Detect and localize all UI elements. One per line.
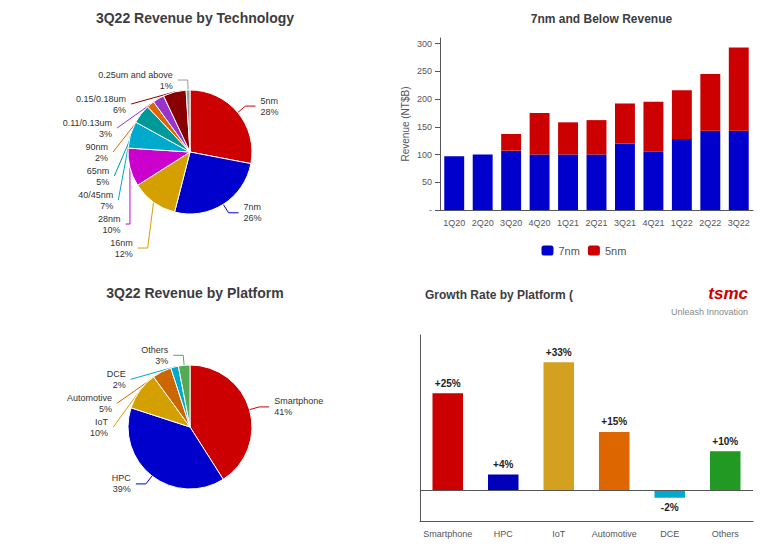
svg-text:40/45nm: 40/45nm (78, 190, 113, 200)
svg-text:5%: 5% (96, 177, 109, 187)
svg-text:-: - (429, 205, 432, 215)
svg-text:7nm: 7nm (244, 202, 262, 212)
svg-text:3%: 3% (155, 356, 168, 366)
svg-text:Others: Others (141, 345, 169, 355)
svg-text:Unleash Innovation: Unleash Innovation (671, 307, 748, 317)
svg-text:Smartphone: Smartphone (274, 396, 323, 406)
svg-text:150: 150 (417, 122, 432, 132)
svg-text:1Q20: 1Q20 (443, 218, 465, 228)
svg-text:3Q22 Revenue by Technology: 3Q22 Revenue by Technology (96, 10, 294, 26)
svg-text:250: 250 (417, 66, 432, 76)
svg-text:10%: 10% (90, 428, 108, 438)
svg-text:10%: 10% (103, 225, 121, 235)
svg-text:Revenue (NT$B): Revenue (NT$B) (400, 86, 411, 161)
svg-text:Others: Others (712, 529, 740, 539)
svg-text:12%: 12% (115, 249, 133, 259)
svg-text:Smartphone: Smartphone (423, 529, 472, 539)
svg-text:Automotive: Automotive (67, 393, 112, 403)
svg-text:7nm and Below Revenue: 7nm and Below Revenue (531, 12, 673, 26)
svg-text:26%: 26% (244, 213, 262, 223)
svg-text:90nm: 90nm (85, 142, 108, 152)
svg-text:DCE: DCE (660, 529, 679, 539)
svg-text:5nm: 5nm (260, 96, 278, 106)
svg-text:4Q20: 4Q20 (529, 218, 551, 228)
svg-text:3Q22: 3Q22 (728, 218, 750, 228)
svg-text:1Q22: 1Q22 (671, 218, 693, 228)
svg-text:16nm: 16nm (110, 238, 133, 248)
svg-text:100: 100 (417, 150, 432, 160)
svg-text:HPC: HPC (112, 473, 132, 483)
svg-text:7%: 7% (100, 201, 113, 211)
svg-text:+25%: +25% (435, 378, 461, 389)
svg-text:Growth Rate by Platform (: Growth Rate by Platform ( (425, 288, 573, 302)
svg-text:28%: 28% (260, 107, 278, 117)
svg-text:tsmc: tsmc (708, 284, 748, 303)
svg-text:7nm: 7nm (559, 245, 580, 257)
svg-text:300: 300 (417, 39, 432, 49)
svg-text:+15%: +15% (601, 416, 627, 427)
svg-text:50: 50 (422, 177, 432, 187)
svg-text:6%: 6% (113, 105, 126, 115)
svg-text:+4%: +4% (493, 459, 513, 470)
svg-text:2Q20: 2Q20 (472, 218, 494, 228)
svg-text:HPC: HPC (494, 529, 514, 539)
svg-text:3%: 3% (99, 129, 112, 139)
svg-text:41%: 41% (274, 407, 292, 417)
svg-text:0.25um and above: 0.25um and above (98, 70, 173, 80)
svg-text:0.15/0.18um: 0.15/0.18um (76, 94, 126, 104)
svg-text:-2%: -2% (661, 502, 679, 513)
svg-text:IoT: IoT (552, 529, 566, 539)
svg-text:1Q21: 1Q21 (557, 218, 579, 228)
svg-text:3Q22 Revenue by Platform: 3Q22 Revenue by Platform (106, 285, 283, 301)
svg-text:2%: 2% (113, 380, 126, 390)
svg-text:2Q22: 2Q22 (699, 218, 721, 228)
svg-text:3Q20: 3Q20 (500, 218, 522, 228)
svg-text:2%: 2% (95, 153, 108, 163)
svg-text:+10%: +10% (712, 436, 738, 447)
svg-text:DCE: DCE (107, 369, 126, 379)
svg-text:5nm: 5nm (605, 245, 626, 257)
svg-text:39%: 39% (113, 484, 131, 494)
svg-text:4Q21: 4Q21 (642, 218, 664, 228)
svg-text:200: 200 (417, 94, 432, 104)
svg-text:5%: 5% (99, 404, 112, 414)
svg-text:Automotive: Automotive (592, 529, 637, 539)
svg-text:65nm: 65nm (87, 166, 110, 176)
svg-text:3Q21: 3Q21 (614, 218, 636, 228)
svg-text:IoT: IoT (95, 417, 109, 427)
svg-text:2Q21: 2Q21 (585, 218, 607, 228)
svg-text:0.11/0.13um: 0.11/0.13um (63, 118, 112, 128)
svg-text:1%: 1% (160, 81, 173, 91)
svg-text:28nm: 28nm (98, 214, 121, 224)
svg-text:+33%: +33% (546, 347, 572, 358)
